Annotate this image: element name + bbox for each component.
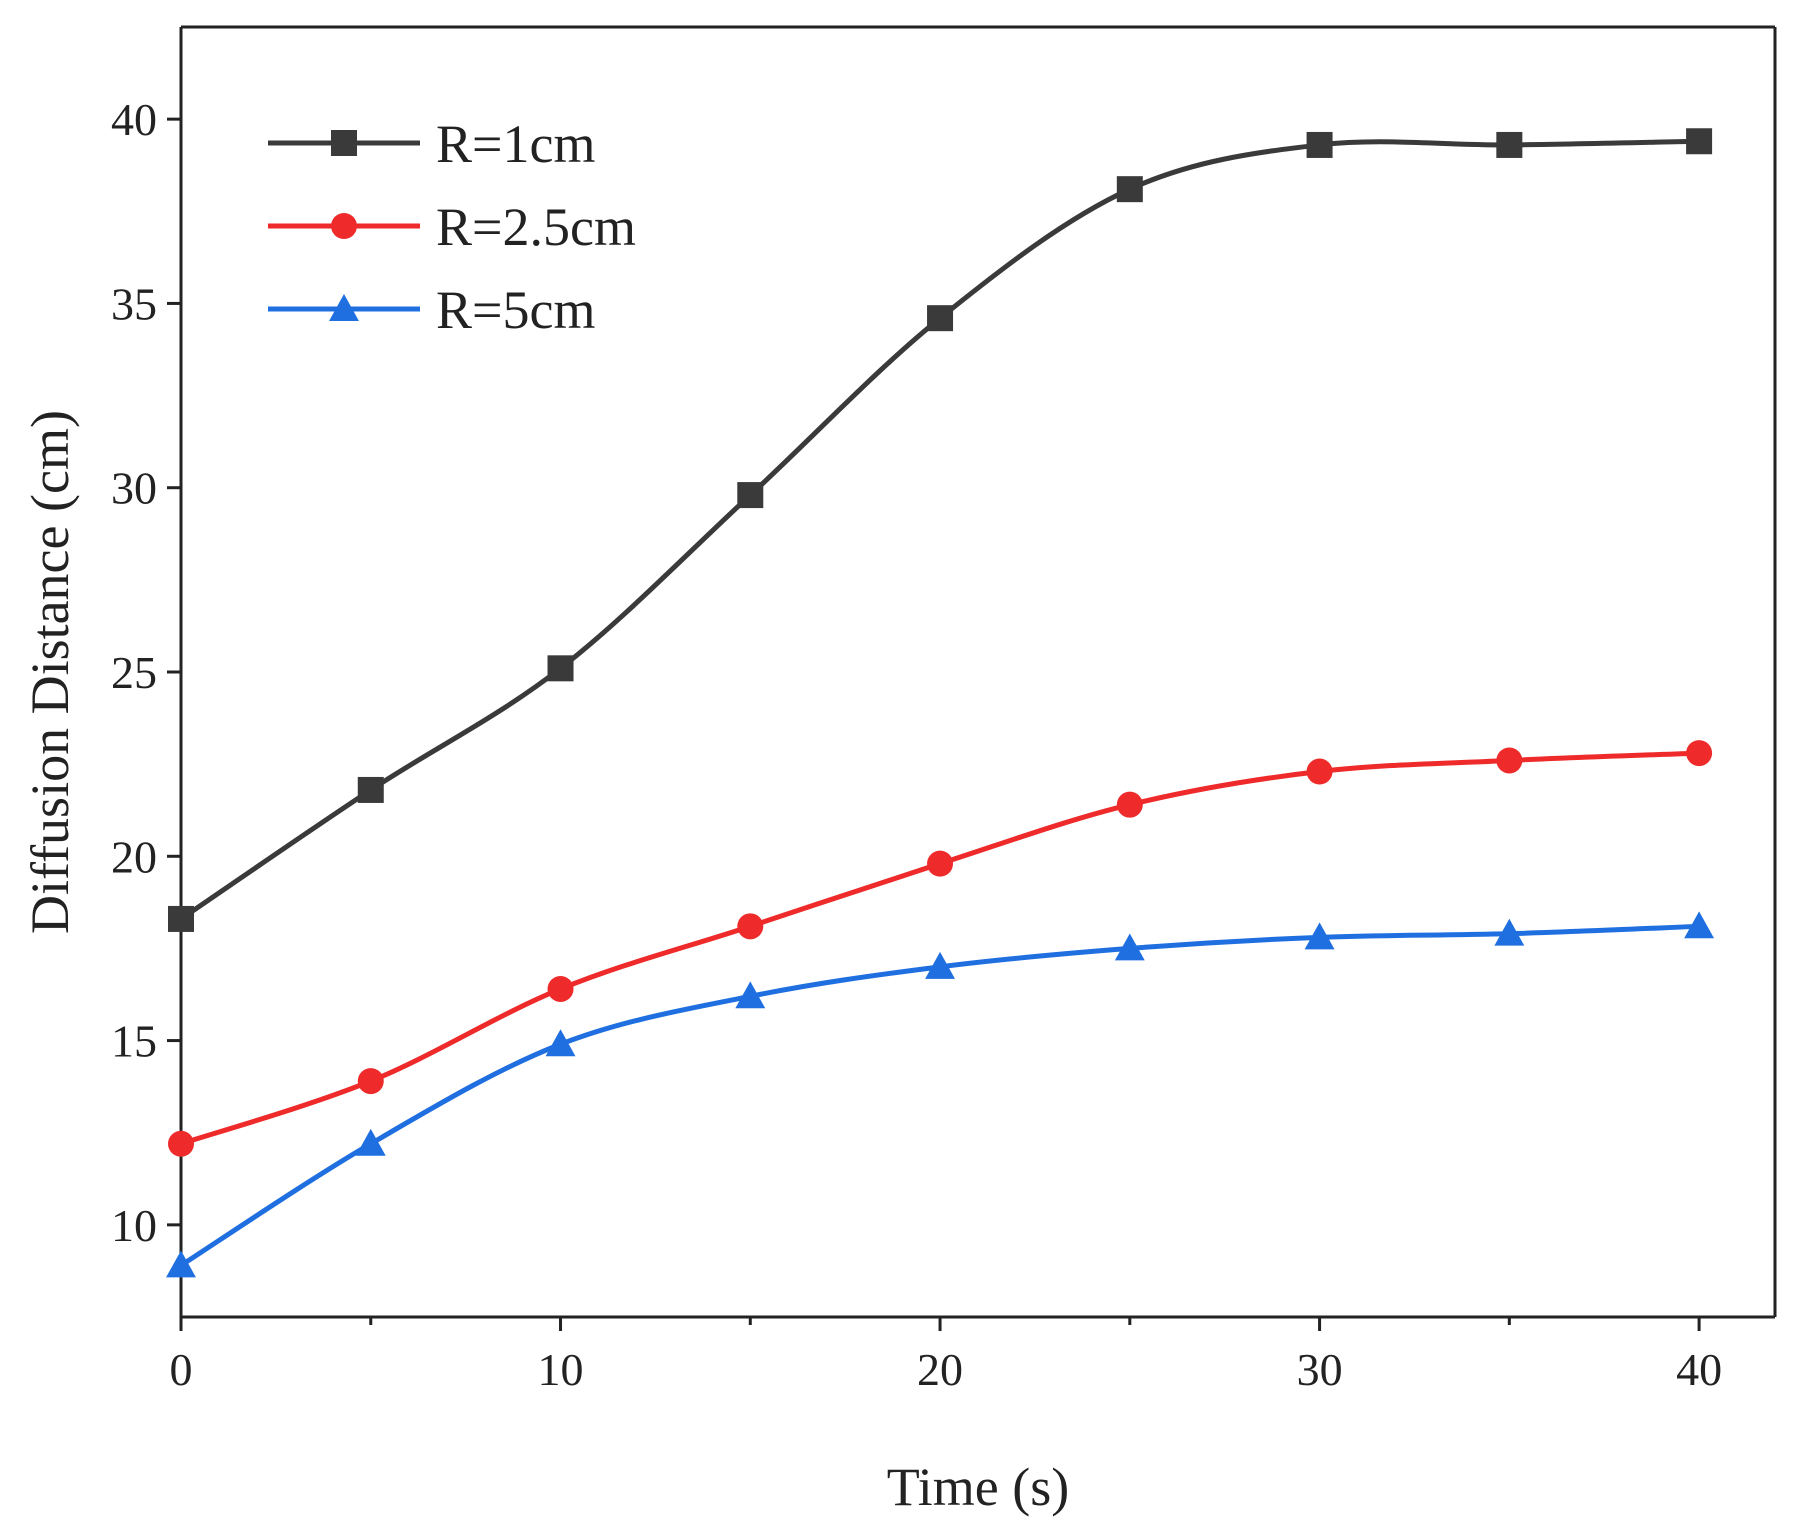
data-point: [166, 1250, 196, 1278]
y-tick-label: 20: [111, 831, 157, 882]
y-tick-label: 30: [111, 463, 157, 514]
x-axis-ticks: 0 10 20 30 40: [170, 1317, 1722, 1395]
data-point: [547, 655, 574, 682]
legend-marker: [331, 213, 357, 239]
data-point: [357, 776, 384, 803]
data-point: [357, 1068, 384, 1095]
data-point: [1496, 131, 1523, 158]
data-point: [1686, 740, 1713, 767]
x-tick-label: 30: [1297, 1344, 1343, 1395]
y-tick-label: 35: [111, 278, 157, 329]
data-point: [168, 1130, 194, 1157]
data-point: [737, 482, 764, 509]
data-point: [168, 905, 194, 932]
data-point: [925, 951, 955, 979]
data-point: [545, 1029, 576, 1057]
legend-marker: [331, 130, 357, 156]
data-point: [1494, 918, 1525, 946]
data-point: [735, 981, 766, 1009]
data-point: [1114, 933, 1145, 961]
series-line: [178, 750, 1702, 1147]
series-line: [178, 923, 1702, 1268]
y-tick-label: 40: [111, 94, 157, 145]
series-2: [168, 740, 1713, 1157]
data-point: [1496, 747, 1523, 774]
data-point: [737, 913, 764, 940]
legend-label: R=2.5cm: [436, 197, 636, 257]
data-point: [927, 850, 954, 877]
y-tick-label: 15: [111, 1016, 157, 1067]
data-point: [1684, 911, 1715, 939]
data-point: [1304, 922, 1335, 950]
series-line: [178, 138, 1702, 922]
legend-item: R=5cm: [268, 280, 595, 340]
data-point: [1306, 758, 1333, 785]
series-3: [166, 911, 1715, 1278]
data-point: [1686, 128, 1713, 155]
x-tick-label: 20: [917, 1344, 963, 1395]
data-point: [927, 305, 954, 332]
x-tick-label: 0: [170, 1344, 193, 1395]
legend-marker: [329, 294, 359, 321]
x-axis-title: Time (s): [887, 1457, 1070, 1517]
legend: R=1cm R=2.5cm R=5cm: [268, 114, 636, 340]
x-tick-label: 10: [538, 1344, 584, 1395]
y-axis-title: Diffusion Distance (cm): [20, 410, 80, 934]
legend-label: R=1cm: [436, 114, 595, 174]
legend-label: R=5cm: [436, 280, 595, 340]
series-group: [166, 128, 1715, 1278]
data-point: [355, 1128, 386, 1156]
legend-item: R=2.5cm: [268, 197, 636, 257]
data-point: [1116, 176, 1143, 203]
x-tick-label: 40: [1676, 1344, 1722, 1395]
series-1: [168, 128, 1713, 932]
plot-frame: [179, 25, 1777, 1319]
y-tick-label: 10: [111, 1200, 157, 1251]
y-axis-ticks: 10 15 20 25 30 35 40: [111, 94, 181, 1251]
legend-item: R=1cm: [268, 114, 595, 174]
data-point: [547, 975, 574, 1002]
data-point: [1306, 131, 1333, 158]
data-point: [1116, 791, 1143, 818]
y-tick-label: 25: [111, 647, 157, 698]
